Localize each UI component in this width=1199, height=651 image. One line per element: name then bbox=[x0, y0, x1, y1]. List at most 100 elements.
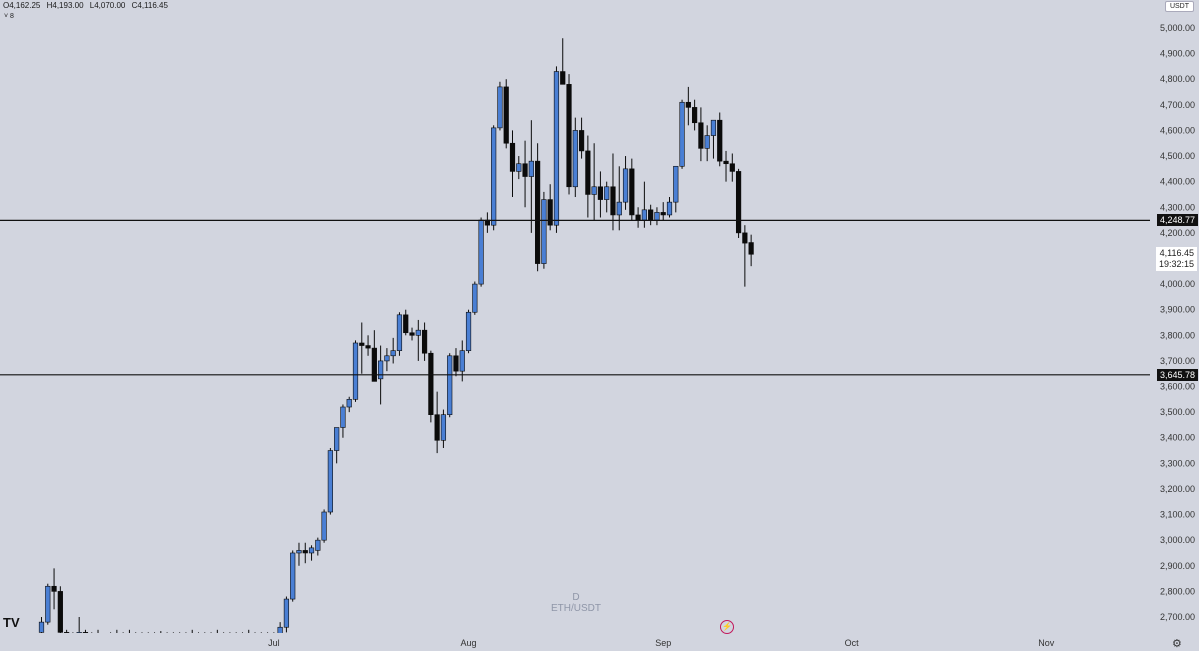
candle-body bbox=[491, 127, 497, 226]
time-tick-label: Nov bbox=[1038, 638, 1055, 648]
candle bbox=[440, 409, 447, 448]
candle bbox=[308, 545, 315, 561]
price-tick-label: 3,000.00 bbox=[1160, 535, 1195, 545]
candle-body bbox=[221, 636, 226, 637]
candle-body bbox=[597, 186, 604, 200]
candle bbox=[38, 617, 45, 633]
candle bbox=[572, 117, 578, 198]
candle bbox=[578, 117, 585, 159]
candle bbox=[371, 330, 377, 382]
price-tick-label: 4,200.00 bbox=[1160, 228, 1195, 238]
watermark-symbol: ETH/USDT bbox=[551, 603, 601, 614]
price-tick-label: 2,900.00 bbox=[1160, 561, 1195, 571]
candle-body bbox=[190, 635, 195, 639]
candle bbox=[522, 140, 528, 208]
candle-body bbox=[159, 635, 164, 638]
flash-icon[interactable]: ⚡ bbox=[720, 620, 734, 634]
candle-body bbox=[723, 160, 729, 165]
candle bbox=[503, 79, 509, 149]
close-value: C4,116.45 bbox=[131, 1, 168, 10]
price-tick-label: 4,000.00 bbox=[1160, 279, 1195, 289]
currency-selector[interactable]: USDT bbox=[1164, 1, 1194, 12]
candle-body bbox=[459, 350, 465, 372]
hline-price-label[interactable]: 4,248.77 bbox=[1156, 214, 1198, 227]
price-tick-label: 3,100.00 bbox=[1160, 510, 1195, 520]
horizontal-lines-layer bbox=[0, 219, 1150, 376]
candle-body bbox=[209, 635, 214, 638]
candle bbox=[327, 447, 333, 515]
candle bbox=[190, 629, 195, 639]
candle-body bbox=[635, 214, 641, 221]
price-tick-label: 4,400.00 bbox=[1160, 177, 1195, 187]
time-tick-label: Aug bbox=[461, 638, 477, 648]
candle-body bbox=[51, 585, 57, 592]
candle bbox=[622, 156, 629, 210]
candle-body bbox=[64, 632, 70, 633]
candle-body bbox=[729, 163, 735, 172]
candle bbox=[585, 135, 591, 218]
candle-body bbox=[654, 212, 660, 221]
candle bbox=[240, 632, 245, 638]
candle bbox=[302, 542, 308, 564]
candle-body bbox=[196, 636, 201, 639]
candle bbox=[597, 171, 604, 218]
price-tick-label: 4,300.00 bbox=[1160, 202, 1195, 212]
candle bbox=[604, 181, 610, 213]
candle bbox=[57, 586, 63, 633]
candle-body bbox=[283, 598, 290, 628]
candle-body bbox=[240, 635, 245, 638]
price-tick-label: 3,400.00 bbox=[1160, 433, 1195, 443]
candle-body bbox=[509, 142, 516, 172]
candle-body bbox=[604, 186, 610, 200]
watermark-interval: D bbox=[572, 592, 580, 603]
candle bbox=[334, 427, 340, 464]
ohlc-readout: O4,162.25 H4,193.00 L4,070.00 C4,116.45 bbox=[3, 1, 172, 10]
candle bbox=[115, 629, 120, 639]
candle-body bbox=[591, 186, 597, 195]
candle-body bbox=[553, 71, 560, 226]
indicator-collapse-toggle[interactable]: ˅ 8 bbox=[4, 13, 14, 20]
candle-body bbox=[371, 347, 377, 382]
candle-body bbox=[616, 201, 622, 216]
price-tick-label: 4,900.00 bbox=[1160, 49, 1195, 59]
hline-price-label[interactable]: 3,645.78 bbox=[1156, 368, 1198, 381]
tradingview-logo-icon[interactable]: TV bbox=[3, 615, 20, 630]
candle-body bbox=[572, 130, 578, 188]
candle bbox=[566, 74, 572, 195]
candle-body bbox=[45, 585, 51, 623]
candle-body bbox=[277, 626, 283, 633]
candle-body bbox=[89, 635, 94, 638]
candle-body bbox=[365, 345, 371, 349]
candle-body bbox=[547, 199, 553, 226]
candle bbox=[128, 629, 130, 633]
candle bbox=[209, 632, 214, 638]
candle bbox=[516, 156, 522, 180]
candle bbox=[635, 207, 641, 228]
candle-body bbox=[516, 163, 522, 172]
candle-body bbox=[717, 119, 723, 162]
candle-body bbox=[585, 150, 591, 195]
candles-layer bbox=[38, 38, 754, 640]
candle bbox=[229, 632, 231, 633]
candle-body bbox=[340, 406, 346, 428]
candle bbox=[666, 197, 673, 218]
candle bbox=[76, 617, 82, 633]
candle-body bbox=[259, 636, 264, 639]
candle-body bbox=[108, 636, 113, 640]
candle-body bbox=[215, 635, 220, 638]
candle bbox=[221, 632, 226, 637]
candle-body bbox=[566, 84, 572, 188]
candle-body bbox=[140, 636, 145, 640]
candle bbox=[82, 629, 89, 633]
candle-body bbox=[115, 636, 120, 639]
candle-body bbox=[415, 329, 421, 336]
gear-icon[interactable]: ⚙ bbox=[1172, 638, 1182, 650]
candle bbox=[259, 632, 264, 639]
candle-body bbox=[378, 360, 384, 380]
candle-body bbox=[296, 550, 302, 554]
candle-body bbox=[434, 414, 440, 441]
candle-body bbox=[409, 332, 415, 336]
candle-body bbox=[497, 86, 503, 129]
candle bbox=[729, 153, 735, 182]
